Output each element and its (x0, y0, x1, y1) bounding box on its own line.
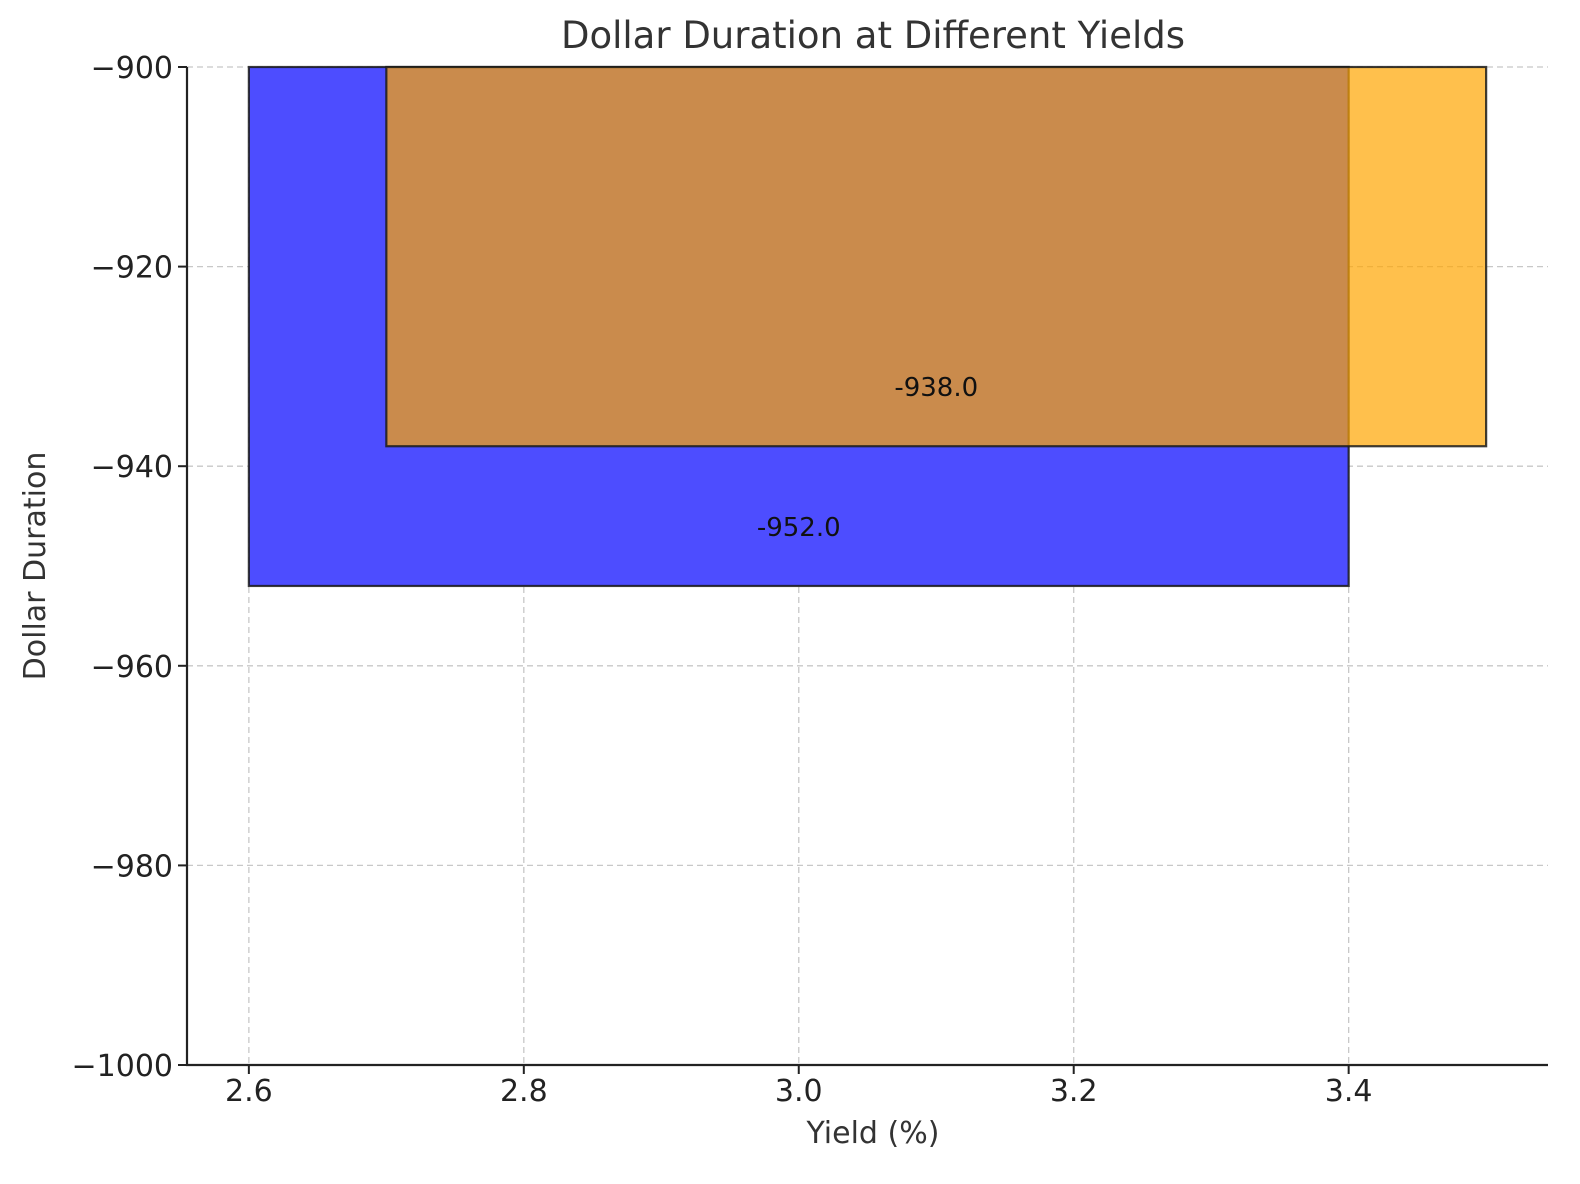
bar-value-label-1: -938.0 (894, 373, 978, 403)
x-tick-label-1: 2.8 (500, 1074, 548, 1109)
bar-1 (385, 65, 1488, 448)
x-tick-label-3: 3.2 (1050, 1074, 1098, 1109)
chart-title: Dollar Duration at Different Yields (561, 14, 1185, 57)
x-tick-label-4: 3.4 (1325, 1074, 1373, 1109)
y-tick-label-2: −940 (91, 450, 173, 485)
bars (247, 65, 1488, 588)
y-tick-label-3: −960 (91, 650, 173, 685)
bar-value-label-0: -952.0 (757, 513, 841, 543)
x-axis-label: Yield (%) (806, 1116, 940, 1151)
y-tick-label-4: −980 (91, 849, 173, 884)
tick-labels: 2.6 2.8 3.0 3.2 3.4 −900 −920 −940 −960 −980 −1000 (72, 51, 1373, 1109)
y-tick-label-0: −900 (91, 51, 173, 86)
data-labels: -952.0 -938.0 (757, 373, 978, 543)
y-tick-label-1: −920 (91, 251, 173, 286)
y-tick-label-5: −1000 (72, 1049, 173, 1084)
x-tick-label-2: 3.0 (775, 1074, 823, 1109)
y-axis-label: Dollar Duration (18, 452, 53, 681)
x-tick-label-0: 2.6 (225, 1074, 273, 1109)
axes (178, 66, 1548, 1074)
